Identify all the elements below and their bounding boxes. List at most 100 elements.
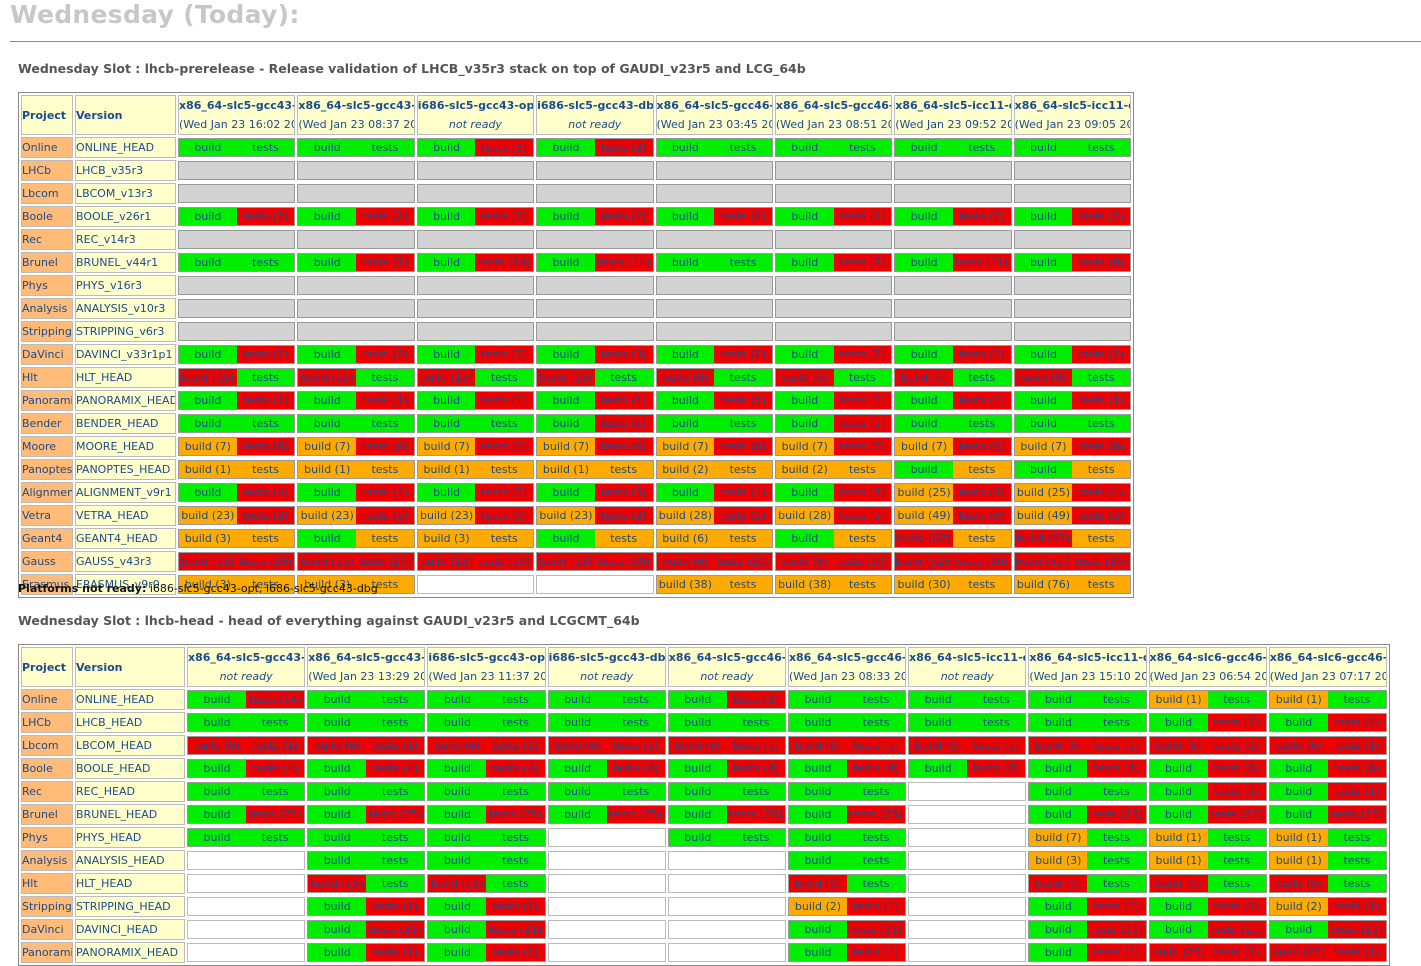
tests-result[interactable]: tests (4) (1207, 714, 1266, 731)
tests-result[interactable]: tests (4) (1327, 714, 1386, 731)
build-result[interactable]: build (179, 415, 237, 432)
build-result[interactable]: build (7) (775, 438, 834, 455)
build-result[interactable]: build (1029, 921, 1088, 938)
build-result[interactable]: build (7) (1014, 438, 1073, 455)
tests-result[interactable]: tests (6) (952, 438, 1011, 455)
tests-result[interactable]: tests (847, 714, 906, 731)
tests-result[interactable]: tests (356, 139, 414, 156)
project-version[interactable]: HLT_HEAD (75, 873, 185, 894)
platform-name[interactable]: x86_64-slc5-gcc43-dbg (308, 651, 426, 664)
tests-result[interactable]: tests (1) (1327, 783, 1386, 800)
tests-result[interactable]: tests (2) (356, 507, 414, 524)
tests-result[interactable]: tests (2) (594, 139, 653, 156)
build-result[interactable]: build (548, 783, 607, 800)
tests-result[interactable]: tests (1327, 691, 1386, 708)
platform-name[interactable]: x86_64-slc6-gcc46-dbg (1269, 651, 1387, 664)
project-version[interactable]: STRIPPING_v6r3 (75, 321, 176, 342)
build-result[interactable]: build (49) (1014, 507, 1073, 524)
tests-result[interactable]: tests (246, 714, 305, 731)
tests-result[interactable]: tests (2) (1072, 507, 1130, 524)
tests-result[interactable]: tests (1) (366, 944, 425, 961)
build-result[interactable]: build (2) (788, 898, 848, 915)
build-result[interactable]: build (7) (1029, 829, 1088, 846)
build-result[interactable]: build (1014, 415, 1073, 432)
platform-name[interactable]: i686-slc5-gcc43-opt (428, 651, 546, 664)
tests-result[interactable]: tests (366, 783, 425, 800)
build-result[interactable]: build (188, 806, 247, 823)
project-name[interactable]: Panoramix (21, 390, 73, 411)
project-version[interactable]: BENDER_HEAD (75, 413, 176, 434)
project-version[interactable]: LHCB_v35r3 (75, 160, 176, 181)
tests-result[interactable]: tests (714, 461, 772, 478)
tests-result[interactable]: tests (1) (726, 737, 785, 754)
build-result[interactable]: build (788, 852, 848, 869)
tests-result[interactable]: tests (2) (475, 507, 534, 524)
platform-name[interactable]: x86_64-slc5-icc11-opt (909, 651, 1025, 664)
build-result[interactable]: build (668, 783, 727, 800)
project-version[interactable]: HLT_HEAD (75, 367, 176, 388)
tests-result[interactable]: tests (1072, 139, 1130, 156)
project-name[interactable]: Online (21, 137, 73, 158)
tests-result[interactable]: tests (2) (714, 507, 772, 524)
project-name[interactable]: DaVinci (21, 919, 73, 940)
build-result[interactable]: build (668, 829, 727, 846)
build-result[interactable]: build (1029, 783, 1088, 800)
tests-result[interactable]: tests (2) (356, 208, 414, 225)
build-result[interactable]: build (25) (1149, 944, 1208, 961)
tests-result[interactable]: tests (6) (594, 438, 653, 455)
build-result[interactable]: build (25) (1269, 944, 1328, 961)
project-name[interactable]: Hlt (21, 367, 73, 388)
tests-result[interactable]: tests (1) (1087, 737, 1146, 754)
tests-result[interactable]: tests (246, 829, 305, 846)
build-result[interactable]: build (537, 392, 595, 409)
tests-result[interactable]: tests (1) (1327, 898, 1386, 915)
build-result[interactable]: build (6) (1149, 737, 1208, 754)
project-name[interactable]: Analysis (21, 298, 73, 319)
project-version[interactable]: ONLINE_HEAD (75, 689, 185, 710)
build-result[interactable]: build (15) (537, 369, 595, 386)
build-result[interactable]: build (1269, 806, 1328, 823)
build-result[interactable]: build (179, 139, 237, 156)
project-version[interactable]: ALIGNMENT_v9r1 (75, 482, 176, 503)
tests-result[interactable]: tests (1087, 714, 1146, 731)
build-result[interactable]: build (179, 392, 237, 409)
build-result[interactable]: build (788, 783, 848, 800)
project-version[interactable]: PHYS_HEAD (75, 827, 185, 848)
platform-name[interactable]: x86_64-slc5-gcc46-dbg (775, 99, 893, 112)
project-name[interactable]: Hlt (21, 873, 73, 894)
build-result[interactable]: build (13) (537, 553, 595, 570)
tests-result[interactable]: tests (486, 829, 545, 846)
tests-result[interactable]: tests (25) (847, 806, 906, 823)
build-result[interactable]: build (775, 346, 834, 363)
tests-result[interactable]: tests (236, 415, 295, 432)
tests-result[interactable]: tests (1) (1327, 737, 1386, 754)
tests-result[interactable]: tests (20) (475, 553, 534, 570)
project-name[interactable]: Erasmus (21, 574, 73, 595)
tests-result[interactable]: tests (1327, 829, 1386, 846)
build-result[interactable]: build (25) (895, 484, 953, 501)
build-result[interactable]: build (417, 254, 476, 271)
tests-result[interactable]: tests (6) (1072, 438, 1130, 455)
tests-result[interactable]: tests (8) (1072, 254, 1130, 271)
build-result[interactable]: build (775, 139, 834, 156)
project-name[interactable]: Boole (21, 206, 73, 227)
build-result[interactable]: build (1014, 461, 1073, 478)
project-version[interactable]: GAUSS_v43r3 (75, 551, 176, 572)
tests-result[interactable]: tests (236, 369, 295, 386)
tests-result[interactable]: tests (25) (366, 806, 425, 823)
tests-result[interactable]: tests (4) (952, 484, 1011, 501)
project-name[interactable]: Rec (21, 781, 73, 802)
build-result[interactable]: build (308, 691, 367, 708)
build-result[interactable]: build (537, 208, 595, 225)
build-result[interactable]: build (76) (1014, 576, 1073, 593)
tests-result[interactable]: tests (714, 139, 772, 156)
tests-result[interactable]: tests (1327, 852, 1386, 869)
tests-result[interactable]: tests (236, 139, 295, 156)
build-result[interactable]: build (298, 415, 357, 432)
tests-result[interactable]: tests (486, 875, 545, 892)
tests-result[interactable]: tests (1) (606, 737, 665, 754)
build-result[interactable]: build (548, 691, 607, 708)
build-result[interactable]: build (537, 254, 595, 271)
tests-result[interactable]: tests (1) (833, 392, 892, 409)
tests-result[interactable]: tests (1087, 829, 1146, 846)
